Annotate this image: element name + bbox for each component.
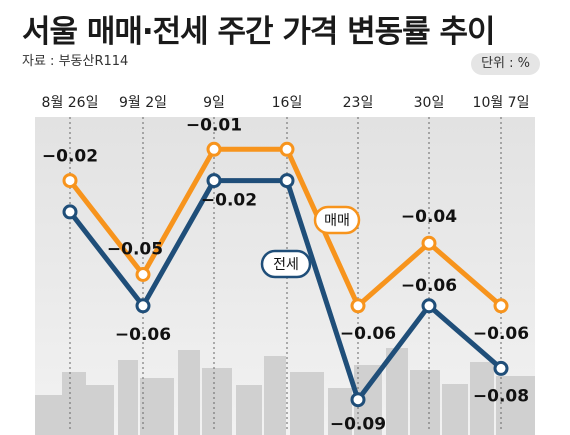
building-shape — [86, 385, 114, 435]
data-label: −0.06 — [340, 324, 396, 344]
unit-badge: 단위 : % — [471, 53, 540, 75]
data-point — [421, 235, 437, 251]
x-tick-label: 8월 26일 — [41, 95, 99, 111]
data-point — [135, 298, 151, 314]
data-label: −0.09 — [330, 415, 386, 435]
data-point — [62, 204, 78, 220]
building-shape — [62, 372, 86, 435]
data-label: −0.05 — [107, 240, 163, 260]
data-point — [421, 298, 437, 314]
data-label: −0.04 — [401, 207, 457, 227]
data-label: −0.08 — [473, 386, 529, 406]
building-shape — [178, 350, 200, 435]
data-label: −0.06 — [401, 276, 457, 296]
building-shape — [470, 362, 494, 435]
city-skyline-illustration — [35, 348, 535, 435]
data-point — [350, 392, 366, 408]
building-shape — [290, 372, 324, 435]
data-point — [62, 173, 78, 189]
building-shape — [202, 368, 232, 435]
data-point — [493, 298, 509, 314]
legend-pill — [313, 205, 361, 235]
data-label: −0.02 — [42, 147, 98, 167]
building-shape — [140, 378, 174, 435]
building-shape — [35, 395, 65, 435]
data-point — [135, 267, 151, 282]
x-tick-label: 30일 — [413, 95, 445, 111]
building-shape — [118, 360, 138, 435]
x-tick-label: 9일 — [203, 95, 225, 111]
building-shape — [410, 370, 440, 435]
data-point — [279, 173, 295, 189]
x-tick-label: 23일 — [342, 95, 374, 111]
data-point — [206, 141, 222, 157]
legend-label: 매매 — [324, 213, 350, 229]
x-tick-label: 10월 7일 — [472, 95, 530, 111]
building-shape — [386, 348, 408, 435]
data-label: −0.02 — [201, 191, 257, 211]
data-point — [493, 360, 509, 376]
building-shape — [236, 385, 262, 435]
data-label: −0.01 — [186, 115, 242, 135]
chart-title: 서울 매매·전세 주간 가격 변동률 추이 — [22, 14, 496, 50]
data-point — [350, 298, 366, 314]
x-tick-label: 9월 2일 — [118, 95, 168, 111]
building-shape — [496, 376, 535, 435]
legend-pill — [260, 249, 312, 279]
data-point — [206, 173, 222, 189]
legend-label: 전세 — [273, 257, 299, 273]
building-shape — [264, 356, 286, 435]
source-note: 자료 : 부동산R114 — [22, 54, 129, 69]
building-shape — [442, 384, 468, 435]
data-label: −0.06 — [115, 325, 171, 345]
data-label: −0.06 — [473, 324, 529, 344]
data-point — [279, 141, 295, 157]
x-tick-label: 16일 — [271, 95, 303, 111]
building-shape — [328, 388, 352, 435]
